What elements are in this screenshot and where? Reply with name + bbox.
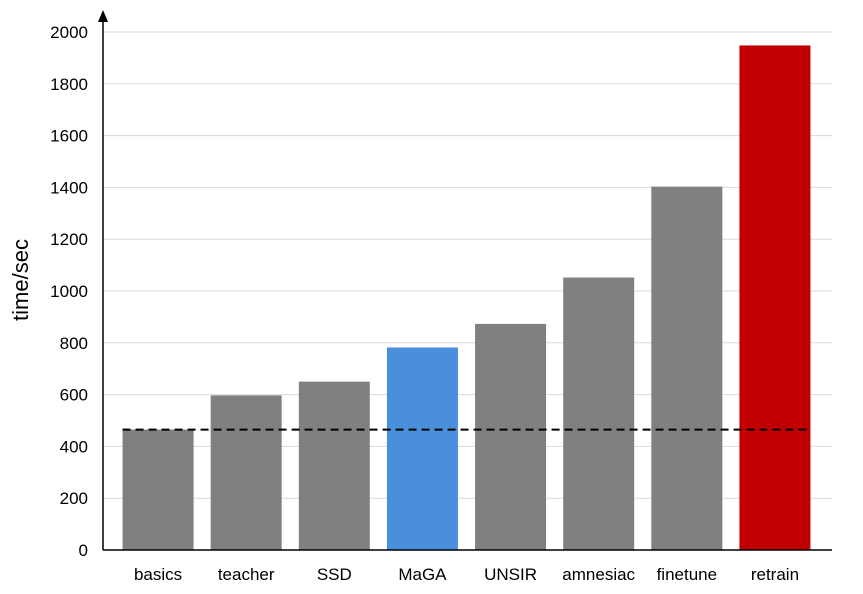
x-tick-label-teacher: teacher bbox=[218, 565, 275, 584]
y-tick-label-800: 800 bbox=[60, 334, 88, 353]
y-tick-label-1800: 1800 bbox=[50, 75, 88, 94]
bar-unsir bbox=[475, 323, 547, 550]
bar-teacher bbox=[210, 395, 282, 550]
y-tick-label-2000: 2000 bbox=[50, 23, 88, 42]
y-tick-label-400: 400 bbox=[60, 437, 88, 456]
y-tick-label-0: 0 bbox=[79, 541, 88, 560]
bar-retrain bbox=[739, 45, 811, 551]
x-tick-label-unsir: UNSIR bbox=[484, 565, 537, 584]
x-tick-labels: basics teacher SSD MaGA UNSIR amnesiac finetun… bbox=[134, 565, 799, 584]
bar-finetune bbox=[651, 186, 723, 551]
y-tick-label-600: 600 bbox=[60, 386, 88, 405]
y-tick-label-200: 200 bbox=[60, 489, 88, 508]
bar-basics bbox=[122, 429, 194, 550]
y-tick-label-1200: 1200 bbox=[50, 230, 88, 249]
y-axis-arrow-icon bbox=[98, 10, 108, 22]
x-tick-label-maga: MaGA bbox=[398, 565, 447, 584]
x-tick-label-retrain: retrain bbox=[751, 565, 799, 584]
bar-maga bbox=[386, 347, 458, 550]
x-tick-label-ssd: SSD bbox=[317, 565, 352, 584]
y-axis-title: time/sec bbox=[8, 239, 33, 321]
y-tick-label-1000: 1000 bbox=[50, 282, 88, 301]
bar-ssd bbox=[298, 381, 370, 550]
x-tick-label-amnesiac: amnesiac bbox=[562, 565, 635, 584]
y-tick-label-1400: 1400 bbox=[50, 178, 88, 197]
y-tick-labels: 0 200 400 600 800 1000 1200 1400 1600 1800 2000 bbox=[50, 23, 88, 560]
axes bbox=[98, 10, 832, 551]
x-tick-label-basics: basics bbox=[134, 565, 182, 584]
y-tick-label-1600: 1600 bbox=[50, 127, 88, 146]
x-tick-label-finetune: finetune bbox=[657, 565, 718, 584]
bar-amnesiac bbox=[563, 277, 635, 550]
bars bbox=[122, 45, 811, 551]
